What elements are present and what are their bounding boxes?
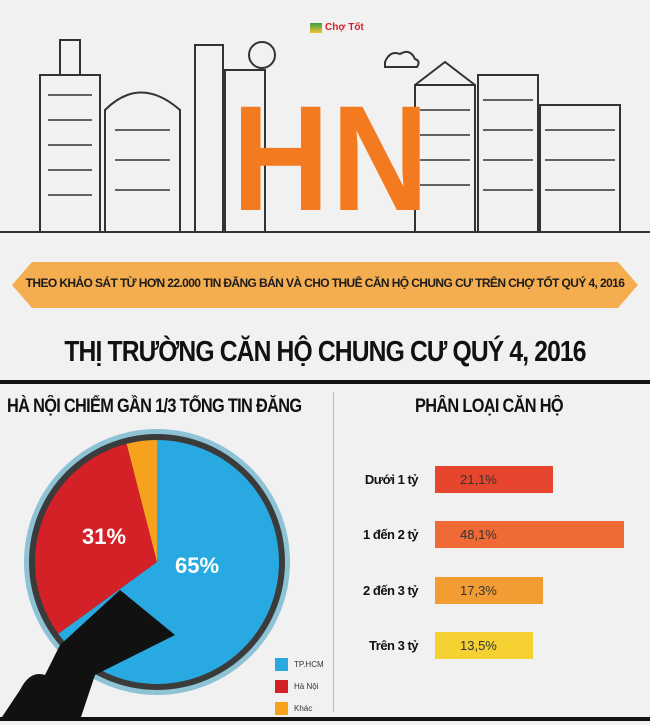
- pie-label-hanoi: 31%: [82, 524, 127, 549]
- pie-legend: TP.HCM Hà Nội Khác: [275, 653, 324, 719]
- pie-slice-2: [126, 440, 157, 562]
- legend-label: Hà Nội: [294, 681, 319, 691]
- banner-text: THEO KHẢO SÁT TỪ HƠN 22.000 TIN ĐĂNG BÁN…: [25, 276, 625, 290]
- legend-swatch: [275, 679, 288, 693]
- bar: 48,1%: [435, 521, 624, 548]
- cho-tot-logo: Chợ Tốt: [310, 22, 364, 33]
- telescope-person-icon: [0, 590, 175, 720]
- legend-label: TP.HCM: [294, 659, 324, 669]
- bar-chart-title: PHÂN LOẠI CĂN HỘ: [415, 396, 564, 417]
- divider: [0, 380, 650, 384]
- pie-slice-1: [35, 443, 157, 634]
- bar-category-label: 1 đến 2 tỷ: [363, 527, 418, 542]
- bar: 21,1%: [435, 466, 553, 493]
- legend-swatch: [275, 701, 288, 715]
- bar-category-label: Dưới 1 tỷ: [364, 472, 419, 487]
- pie-label-tphcm: 65%: [175, 553, 220, 578]
- survey-banner: THEO KHẢO SÁT TỪ HƠN 22.000 TIN ĐĂNG BÁN…: [12, 262, 638, 308]
- logo-text: Chợ Tốt: [325, 22, 364, 33]
- legend-label: Khác: [294, 703, 313, 713]
- legend-item-tphcm: TP.HCM: [275, 653, 324, 675]
- column-divider: [333, 392, 334, 712]
- bar-category-label: 2 đến 3 tỷ: [363, 583, 418, 598]
- legend-swatch: [275, 657, 288, 671]
- bar-value-label: 13,5%: [460, 638, 497, 653]
- legend-item-khac: Khác: [275, 697, 324, 719]
- legend-item-hanoi: Hà Nội: [275, 675, 324, 697]
- city-letters: HN: [232, 74, 431, 242]
- bar-value-label: 48,1%: [460, 527, 497, 542]
- bar-category-label: Trên 3 tỷ: [369, 638, 418, 653]
- bar: 17,3%: [435, 577, 543, 604]
- bar-value-label: 21,1%: [460, 472, 497, 487]
- logo-icon: [310, 22, 322, 33]
- pie-chart: [0, 429, 290, 720]
- bar: 13,5%: [435, 632, 533, 659]
- bottom-divider: [0, 717, 650, 721]
- bar-value-label: 17,3%: [460, 583, 497, 598]
- pie-chart-title: HÀ NỘI CHIẾM GẦN 1/3 TỔNG TIN ĐĂNG: [7, 396, 302, 417]
- page-title: THỊ TRƯỜNG CĂN HỘ CHUNG CƯ QUÝ 4, 2016: [64, 336, 586, 368]
- skyline-illustration: [0, 39, 650, 233]
